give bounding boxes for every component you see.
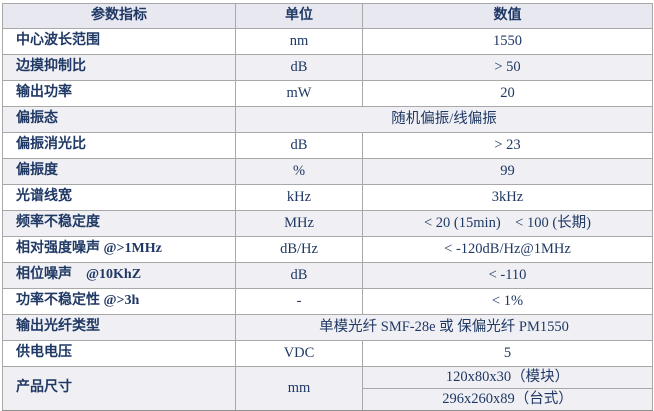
param-cell: 产品尺寸: [2, 366, 236, 411]
param-cell: 频率不稳定度: [2, 210, 236, 237]
param-cell: 功率不稳定性 @>3h: [2, 288, 236, 315]
value-cell: 5: [362, 340, 653, 367]
param-cell: 供电电压: [2, 340, 236, 367]
unit-cell: kHz: [235, 184, 363, 211]
table-row: 输出功率 mW 20: [2, 80, 653, 107]
unit-cell: VDC: [235, 340, 363, 367]
value-cell: 1550: [362, 28, 653, 55]
unit-cell: dB: [235, 54, 363, 81]
value-cell: < 20 (15min) < 100 (长期): [362, 210, 653, 237]
value-cell: < 1%: [362, 288, 653, 315]
param-cell: 光谱线宽: [2, 184, 236, 211]
unit-cell: dB/Hz: [235, 236, 363, 263]
table-row: 偏振态 随机偏振/线偏振: [2, 106, 653, 133]
spec-table-header: 参数指标 单位 数值: [2, 3, 653, 29]
table-row: 相位噪声 @10KhZ dB < -110: [2, 262, 653, 289]
header-cell-unit: 单位: [235, 3, 363, 29]
unit-cell: %: [235, 158, 363, 185]
spec-table-body: 中心波长范围 nm 1550 边摸抑制比 dB > 50 输出功率 mW 20 偏振态 随机偏振/线…: [2, 28, 653, 411]
spec-table: 参数指标 单位 数值 中心波长范围 nm 1550 边摸抑制比 dB > 50 输出功率 mW…: [2, 3, 653, 411]
unit-cell: dB: [235, 132, 363, 159]
value-cell: 20: [362, 80, 653, 107]
unit-cell: nm: [235, 28, 363, 55]
table-row: 相对强度噪声 @>1MHz dB/Hz < -120dB/Hz@1MHz: [2, 236, 653, 263]
table-row: 偏振度% 99: [2, 158, 653, 185]
unit-cell: mW: [235, 80, 363, 107]
unit-cell: mm: [235, 366, 363, 411]
value-cell: 3kHz: [362, 184, 653, 211]
value-cell: 296x260x89（台式）: [362, 388, 653, 411]
value-cell: < -120dB/Hz@1MHz: [362, 236, 653, 263]
param-cell: 输出光纤类型: [2, 314, 236, 341]
param-cell: 偏振度: [2, 158, 236, 185]
unit-cell: MHz: [235, 210, 363, 237]
param-cell: 相对强度噪声 @>1MHz: [2, 236, 236, 263]
header-cell-value: 数值: [362, 3, 653, 29]
table-row: 频率不稳定度 MHz < 20 (15min) < 100 (长期): [2, 210, 653, 237]
value-cell: 120x80x30（模块）: [362, 366, 653, 389]
table-row: 偏振消光比 dB > 23: [2, 132, 653, 159]
merged-value-cell: 单模光纤 SMF-28e 或 保偏光纤 PM1550: [235, 314, 653, 341]
param-cell: 偏振态: [2, 106, 236, 133]
table-row: 供电电压 VDC 5: [2, 340, 653, 367]
param-cell: 偏振消光比: [2, 132, 236, 159]
table-row: 输出光纤类型 单模光纤 SMF-28e 或 保偏光纤 PM1550: [2, 314, 653, 341]
value-cell: 99: [362, 158, 653, 185]
value-cell: < -110: [362, 262, 653, 289]
unit-cell: -: [235, 288, 363, 315]
table-subrow: 296x260x89（台式）: [3, 388, 653, 411]
unit-cell: dB: [235, 262, 363, 289]
value-cell: > 50: [362, 54, 653, 81]
param-cell: 边摸抑制比: [2, 54, 236, 81]
merged-value-cell: 随机偏振/线偏振: [235, 106, 653, 133]
table-row: 产品尺寸 mm 120x80x30（模块）: [2, 366, 653, 411]
param-cell: 相位噪声 @10KhZ: [2, 262, 236, 289]
header-row: 参数指标 单位 数值: [2, 3, 653, 29]
table-row: 边摸抑制比 dB > 50: [2, 54, 653, 81]
param-cell: 中心波长范围: [2, 28, 236, 55]
table-row: 中心波长范围 nm 1550: [2, 28, 653, 55]
value-cell: > 23: [362, 132, 653, 159]
header-cell-parameter: 参数指标: [2, 3, 236, 29]
table-row: 功率不稳定性 @>3h - < 1%: [2, 288, 653, 315]
param-cell: 输出功率: [2, 80, 236, 107]
table-row: 光谱线宽 kHz 3kHz: [2, 184, 653, 211]
